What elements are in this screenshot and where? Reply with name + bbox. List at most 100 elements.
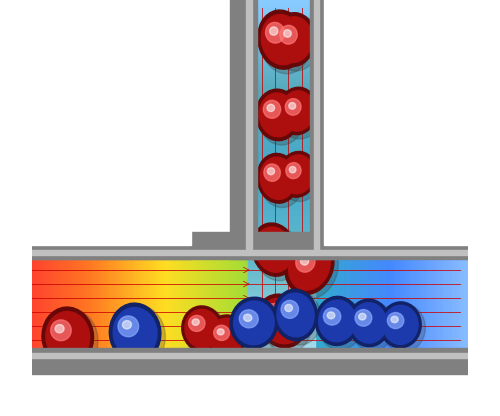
Bar bbox=[156, 254, 158, 357]
Bar bbox=[12, 348, 468, 374]
Bar bbox=[248, 228, 316, 230]
Bar bbox=[174, 254, 176, 357]
Bar bbox=[350, 254, 352, 357]
Bar bbox=[248, 150, 316, 152]
Bar bbox=[248, 33, 316, 36]
Bar bbox=[76, 254, 78, 357]
Ellipse shape bbox=[252, 223, 296, 276]
Bar bbox=[106, 254, 108, 357]
Ellipse shape bbox=[254, 225, 300, 281]
Bar bbox=[248, 5, 316, 7]
Bar bbox=[248, 321, 316, 323]
Ellipse shape bbox=[260, 157, 296, 199]
Bar bbox=[248, 273, 316, 276]
Bar bbox=[379, 254, 382, 357]
Ellipse shape bbox=[265, 304, 284, 323]
Bar bbox=[370, 254, 372, 357]
Bar bbox=[80, 254, 83, 357]
Bar bbox=[248, 24, 316, 26]
Bar bbox=[420, 254, 422, 357]
Bar bbox=[302, 254, 304, 357]
Ellipse shape bbox=[55, 324, 64, 333]
Bar bbox=[248, 131, 316, 133]
Bar bbox=[304, 254, 306, 357]
Bar bbox=[33, 254, 35, 357]
Bar bbox=[248, 57, 316, 59]
Ellipse shape bbox=[278, 151, 316, 197]
Bar bbox=[17, 254, 19, 357]
Bar bbox=[248, 287, 316, 290]
Bar bbox=[248, 0, 316, 2]
Bar bbox=[313, 254, 316, 357]
Bar bbox=[22, 254, 24, 357]
Bar bbox=[288, 254, 290, 357]
Bar bbox=[248, 266, 316, 269]
Bar bbox=[248, 214, 316, 216]
Bar bbox=[248, 28, 316, 31]
Bar bbox=[136, 254, 138, 357]
Bar bbox=[248, 344, 316, 347]
Bar bbox=[248, 43, 316, 45]
Bar bbox=[226, 254, 229, 357]
Bar bbox=[78, 254, 80, 357]
Bar bbox=[248, 295, 316, 297]
Bar bbox=[130, 254, 133, 357]
Ellipse shape bbox=[266, 22, 284, 43]
Bar bbox=[74, 254, 76, 357]
Bar bbox=[83, 254, 85, 357]
Bar bbox=[248, 164, 316, 166]
Bar bbox=[197, 254, 199, 357]
Ellipse shape bbox=[50, 320, 71, 341]
Bar bbox=[248, 323, 316, 326]
Bar bbox=[206, 254, 208, 357]
Ellipse shape bbox=[258, 234, 276, 253]
Ellipse shape bbox=[269, 307, 277, 315]
Bar bbox=[218, 254, 220, 357]
Bar bbox=[248, 216, 316, 219]
Bar bbox=[252, 254, 254, 357]
Ellipse shape bbox=[296, 252, 315, 272]
Ellipse shape bbox=[184, 308, 228, 356]
Bar bbox=[413, 254, 416, 357]
Bar bbox=[248, 136, 316, 138]
Bar bbox=[190, 254, 192, 357]
Ellipse shape bbox=[388, 312, 404, 329]
Bar bbox=[324, 0, 468, 245]
Bar bbox=[224, 254, 226, 357]
Bar bbox=[443, 254, 445, 357]
Ellipse shape bbox=[256, 89, 300, 141]
Bar bbox=[434, 254, 436, 357]
Bar bbox=[248, 307, 316, 309]
Bar bbox=[248, 74, 316, 76]
Bar bbox=[160, 254, 162, 357]
Bar bbox=[248, 269, 316, 271]
Bar bbox=[354, 254, 356, 357]
Bar bbox=[228, 254, 231, 357]
Bar bbox=[48, 254, 51, 357]
Bar bbox=[248, 171, 316, 173]
Bar bbox=[248, 347, 316, 349]
Bar bbox=[56, 254, 58, 357]
Bar bbox=[248, 292, 316, 295]
Bar bbox=[248, 276, 316, 278]
Bar bbox=[146, 254, 149, 357]
Bar bbox=[204, 254, 206, 357]
Bar bbox=[454, 254, 456, 357]
Bar bbox=[300, 254, 302, 357]
Bar bbox=[248, 111, 316, 114]
Ellipse shape bbox=[274, 15, 320, 71]
Bar bbox=[69, 254, 71, 357]
Bar bbox=[248, 352, 316, 354]
Ellipse shape bbox=[110, 303, 161, 362]
Ellipse shape bbox=[318, 300, 356, 342]
Ellipse shape bbox=[244, 314, 252, 322]
Bar bbox=[248, 54, 316, 57]
Bar bbox=[248, 235, 316, 238]
Bar bbox=[64, 254, 67, 357]
Bar bbox=[248, 247, 316, 250]
Bar bbox=[208, 254, 210, 357]
Bar bbox=[248, 159, 316, 162]
Bar bbox=[94, 254, 96, 357]
Bar bbox=[248, 176, 316, 178]
Bar bbox=[246, 0, 252, 254]
